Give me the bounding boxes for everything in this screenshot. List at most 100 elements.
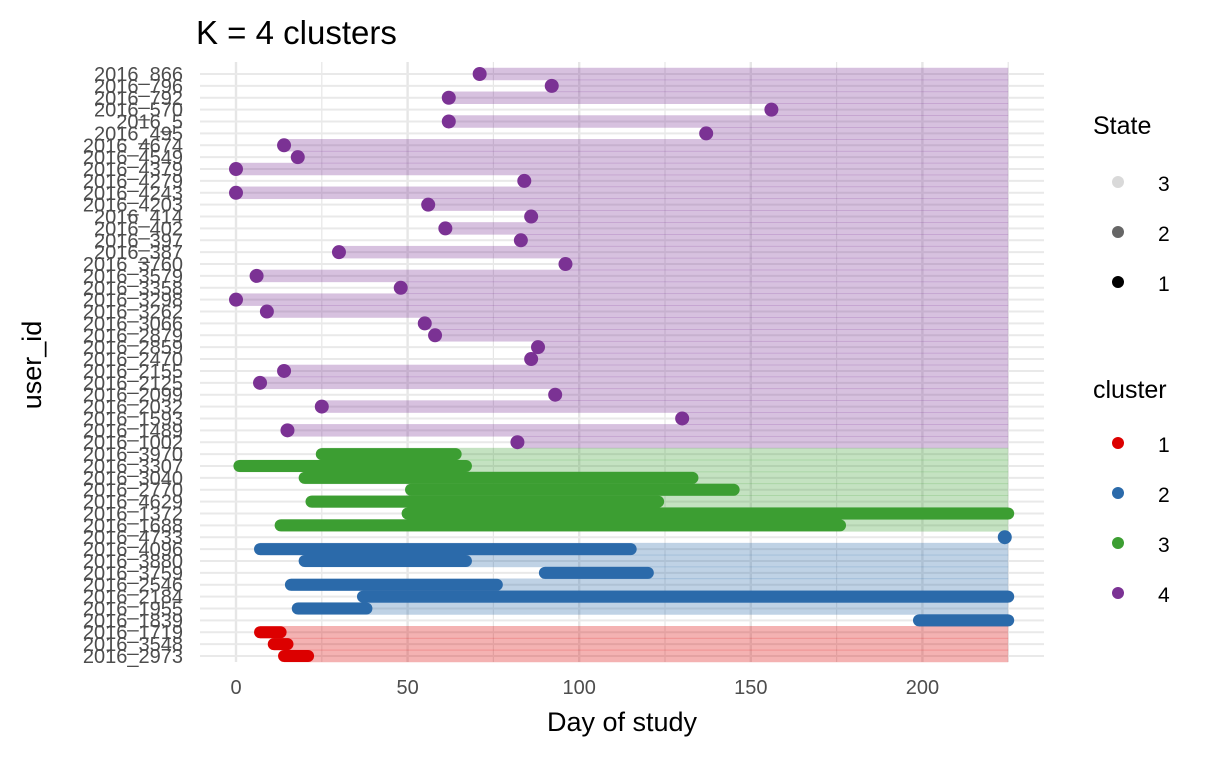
legend-cluster-label: 1 — [1158, 434, 1170, 457]
cluster-band — [448, 91, 1009, 104]
y-tick-label: 2016_3066 — [83, 313, 183, 335]
y-tick-label: 2016_4674 — [83, 135, 183, 157]
legend-cluster-label: 3 — [1158, 534, 1170, 557]
state-point — [229, 292, 243, 307]
state-point — [229, 162, 243, 177]
y-tick-label: 2016_3759 — [83, 563, 183, 585]
cluster-band — [260, 376, 1009, 390]
cluster-band — [284, 364, 1009, 378]
cluster-band — [338, 245, 1009, 259]
cluster-band — [682, 412, 1009, 425]
state-point — [277, 363, 292, 378]
y-tick-label: 2016_2032 — [83, 397, 183, 419]
y-tick-label: 2016_792 — [94, 88, 183, 110]
y-tick-label: 2016_1719 — [83, 622, 183, 644]
state-point — [558, 257, 573, 272]
cluster-band — [531, 210, 1009, 223]
legend-state: State 3 2 1 — [1093, 112, 1170, 296]
cluster-band — [321, 447, 1009, 461]
legend-cluster: cluster 1 2 3 4 — [1093, 376, 1170, 607]
x-tick-label: 0 — [230, 677, 241, 699]
cluster-band — [555, 388, 1009, 401]
cluster-band — [551, 79, 1009, 93]
x-axis-title: Day of study — [547, 707, 698, 737]
cluster-band — [520, 234, 1009, 247]
cluster-band — [236, 186, 1009, 200]
y-tick-label: 2016_3262 — [83, 302, 183, 324]
y-tick-label: 2016_796 — [94, 76, 183, 98]
y-tick-label: 2016_3358 — [83, 278, 183, 300]
y-tick-label: 2016_3548 — [83, 634, 183, 656]
legend-cluster-key — [1112, 487, 1124, 499]
y-tick-label: 2016_1839 — [83, 610, 183, 632]
cluster-band — [260, 626, 1009, 639]
state-point — [997, 530, 1012, 545]
cluster-band — [284, 649, 1009, 663]
y-tick-label: 2016_1489 — [83, 420, 183, 442]
legend-state-label: 2 — [1158, 223, 1170, 246]
state-point — [513, 233, 528, 248]
x-tick-label: 150 — [734, 677, 767, 699]
cluster-band — [544, 566, 1009, 580]
state-point — [441, 90, 456, 105]
cluster-band — [517, 435, 1009, 449]
y-tick-label: 2016_397 — [94, 230, 183, 252]
y-tick-label: 2016_4243 — [83, 183, 183, 205]
x-tick-label: 100 — [563, 677, 596, 699]
cluster-band — [321, 400, 1009, 413]
y-tick-label: 2016_387 — [94, 242, 183, 264]
cluster-band — [565, 257, 1009, 271]
y-tick-label: 2016_3307 — [83, 456, 183, 478]
cluster-band — [297, 602, 1009, 615]
y-tick-label: 2016_2770 — [83, 480, 183, 502]
state-point — [253, 375, 268, 390]
y-tick-label: 2016_2184 — [83, 587, 183, 609]
y-tick-label: 2016_4379 — [83, 159, 183, 181]
x-tick-label: 50 — [396, 677, 418, 699]
y-tick-label: 2016_1372 — [83, 503, 183, 525]
cluster-band — [524, 174, 1009, 188]
x-tick-labels: 0 50 100 150 200 — [230, 677, 939, 699]
y-tick-label: 2016_2546 — [83, 575, 183, 597]
y-tick-label: 2016_3298 — [83, 290, 183, 312]
y-axis-title: user_id — [17, 321, 47, 410]
state-point — [393, 280, 408, 295]
y-tick-label: 2016_2155 — [83, 361, 183, 383]
cluster-band — [771, 103, 1009, 116]
legend-cluster-key — [1112, 587, 1124, 599]
state-point — [290, 150, 305, 165]
y-tick-label: 2016_2125 — [83, 373, 183, 395]
cluster-band — [479, 67, 1009, 81]
y-tick-label: 2016_4203 — [83, 195, 183, 217]
cluster-band — [400, 281, 1009, 295]
cluster-band — [266, 305, 1009, 318]
state-point — [472, 67, 487, 81]
cluster-band — [424, 317, 1009, 330]
y-tick-label: 2016_4549 — [83, 147, 183, 169]
state-point — [510, 435, 525, 450]
state-point — [314, 399, 329, 414]
legend-cluster-label: 4 — [1158, 584, 1170, 607]
state-point — [699, 126, 714, 141]
y-tick-label: 2016_4279 — [83, 171, 183, 193]
cluster-band — [236, 293, 1009, 306]
y-tick-label: 2016_414 — [94, 207, 183, 229]
y-tick-labels: 2016_8662016_7962016_7922016_5702016_520… — [83, 64, 183, 668]
state-point — [524, 352, 539, 367]
state-point — [524, 209, 539, 224]
cluster-band — [706, 127, 1009, 140]
y-tick-label: 2016_5 — [116, 112, 183, 134]
state-point — [417, 316, 432, 331]
legend-cluster-label: 2 — [1158, 484, 1170, 507]
cluster-band — [435, 329, 1009, 342]
chart-title: K = 4 clusters — [196, 14, 397, 51]
state-point — [280, 423, 295, 438]
y-tick-label: 2016_495 — [94, 123, 183, 145]
y-tick-label: 2016_3579 — [83, 266, 183, 288]
legend-state-label: 3 — [1158, 173, 1170, 196]
cluster-band — [273, 637, 1009, 651]
y-tick-label: 2016_402 — [94, 218, 183, 240]
y-tick-label: 2016_1688 — [83, 515, 183, 537]
